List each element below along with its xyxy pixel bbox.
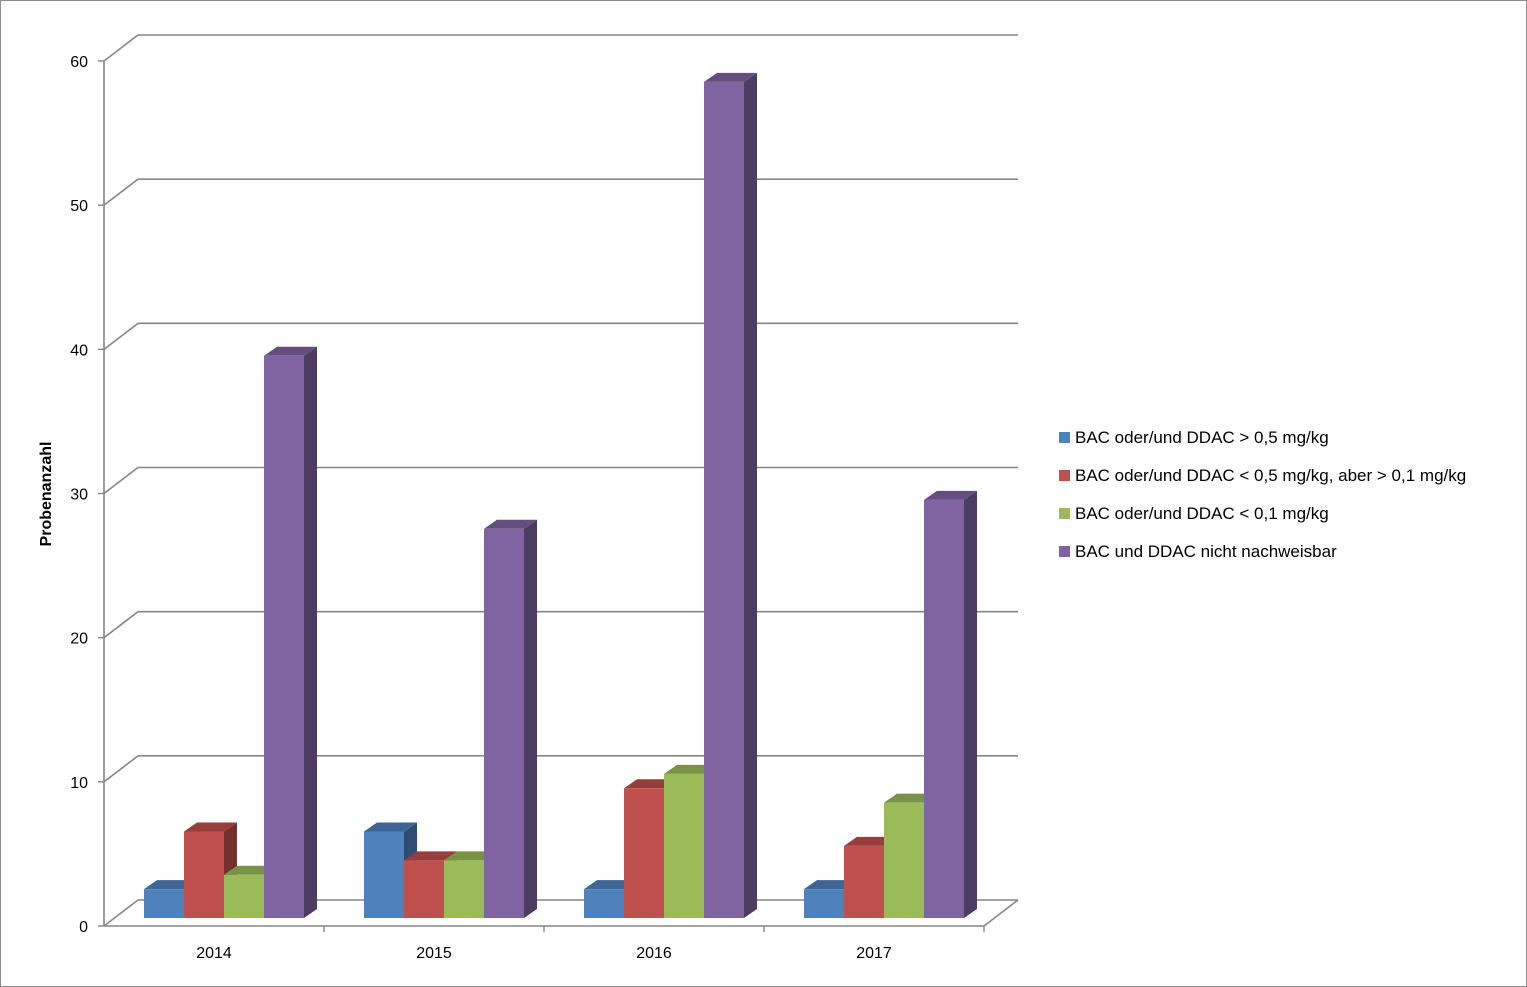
bar-top (704, 72, 757, 82)
bars (144, 72, 977, 919)
legend-item: BAC oder/und DDAC > 0,5 mg/kg (1059, 428, 1329, 447)
legend-label: BAC oder/und DDAC < 0,1 mg/kg (1075, 504, 1329, 523)
bar-front (264, 355, 304, 918)
bar-front (584, 889, 624, 918)
y-tick-label: 0 (79, 919, 88, 936)
y-tick-label: 50 (70, 198, 88, 215)
bar-side (524, 519, 537, 918)
bar-top (844, 836, 897, 846)
legend-item: BAC oder/und DDAC < 0,5 mg/kg, aber > 0,… (1059, 466, 1466, 485)
x-tick-label: 2016 (636, 945, 672, 962)
legend-label: BAC und DDAC nicht nachweisbar (1075, 542, 1337, 561)
bar-top (804, 880, 857, 890)
bar-top (144, 880, 197, 890)
gridline-depth (103, 466, 139, 495)
bar-front (664, 773, 704, 918)
bar-front (844, 845, 884, 918)
legend-swatch (1059, 546, 1070, 557)
x-tick-label: 2015 (416, 945, 452, 962)
y-tick-label: 40 (70, 342, 88, 359)
bar-top (624, 779, 677, 789)
bar-front (624, 788, 664, 918)
axes (98, 60, 1019, 932)
bar-top (184, 822, 237, 832)
bar-top (584, 880, 637, 890)
bar (704, 72, 757, 919)
tick-labels: 0 10 20 30 40 50 60 2014 2015 2016 2017 (70, 54, 892, 962)
bar-top (884, 793, 937, 803)
bar (484, 519, 537, 918)
bar-front (884, 802, 924, 918)
y-tick-label: 20 (70, 631, 88, 648)
bar-top (224, 865, 277, 875)
bar-front (924, 499, 964, 918)
gridline-depth (103, 611, 139, 639)
bar-front (444, 860, 484, 918)
gridline-depth (103, 899, 139, 927)
legend-swatch (1059, 508, 1070, 519)
y-tick-label: 10 (70, 775, 88, 792)
gridline-depth (103, 322, 139, 350)
bar-top (404, 851, 457, 861)
bar-front (704, 81, 744, 919)
bar-front (484, 528, 524, 918)
bar-top (364, 822, 417, 832)
bar-front (224, 874, 264, 918)
bar-front (364, 831, 404, 918)
bar (924, 490, 977, 918)
gridline-depth (103, 755, 139, 783)
legend-label: BAC oder/und DDAC > 0,5 mg/kg (1075, 428, 1329, 447)
bar-front (184, 831, 224, 918)
y-tick-label: 30 (70, 487, 88, 504)
bar-top (444, 851, 497, 861)
bar-front (404, 860, 444, 918)
bar-front (144, 889, 184, 918)
x-tick-label: 2014 (196, 945, 232, 962)
legend-item: BAC und DDAC nicht nachweisbar (1059, 542, 1337, 561)
bar-side (304, 346, 317, 918)
legend: BAC oder/und DDAC > 0,5 mg/kg BAC oder/un… (1059, 428, 1466, 561)
legend-item: BAC oder/und DDAC < 0,1 mg/kg (1059, 504, 1329, 523)
bar-top (484, 519, 537, 529)
bar-top (924, 490, 977, 500)
y-axis-title: Probenanzahl (38, 442, 55, 547)
bar-top (264, 346, 317, 356)
gridlines (103, 34, 1018, 927)
x-tick-label: 2017 (856, 945, 892, 962)
y-tick-label: 60 (70, 54, 88, 71)
legend-label: BAC oder/und DDAC < 0,5 mg/kg, aber > 0,… (1075, 466, 1466, 485)
bar-side (964, 490, 977, 918)
gridline-depth (103, 34, 139, 62)
floor-edge (983, 899, 1019, 927)
bar-front (804, 889, 844, 918)
legend-swatch (1059, 432, 1070, 443)
bar (264, 346, 317, 918)
bar-side (744, 72, 757, 919)
gridline-depth (103, 178, 139, 206)
bar-top (664, 764, 717, 774)
legend-swatch (1059, 470, 1070, 481)
